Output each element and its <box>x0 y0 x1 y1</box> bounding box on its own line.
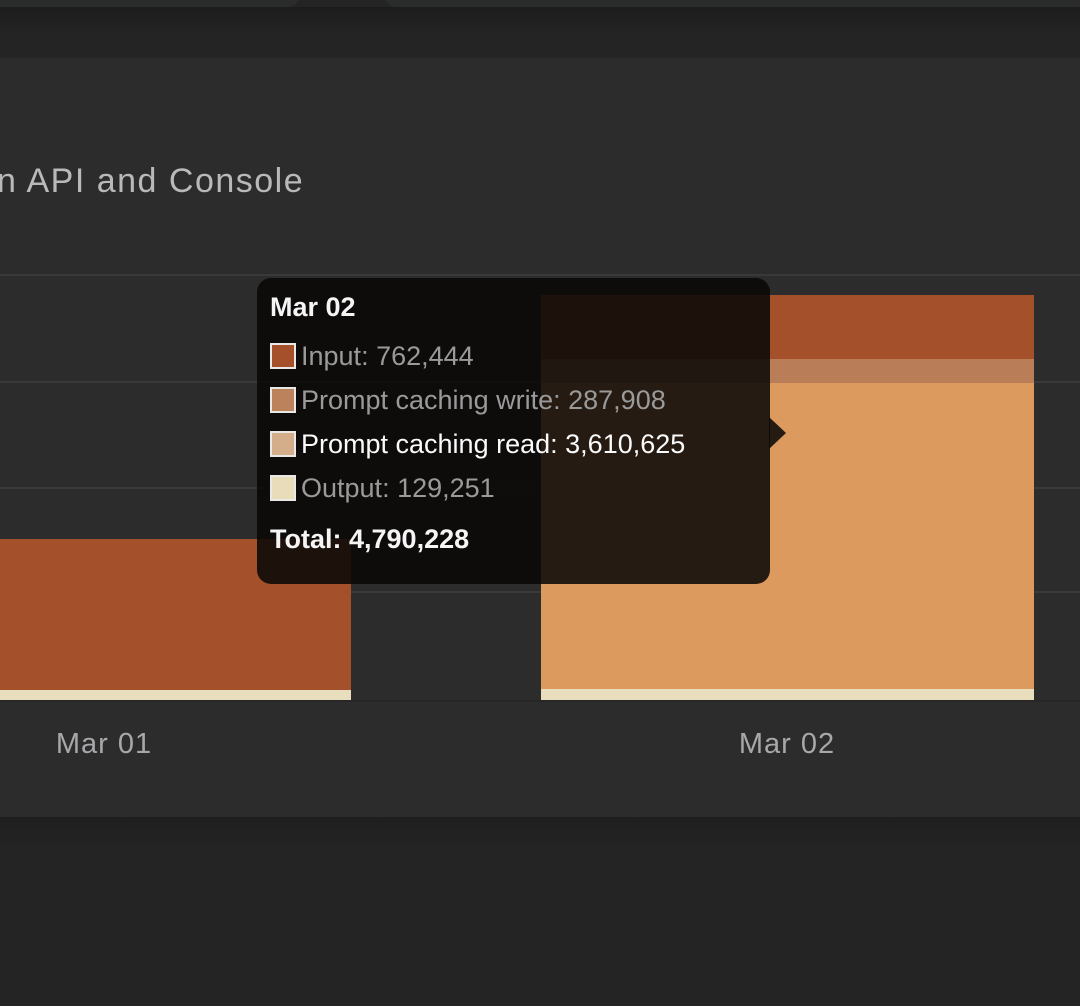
tooltip-row-output: Output 129,251 <box>270 466 754 510</box>
tooltip-total-label: Total <box>270 524 349 554</box>
tooltip-row-value: 129,251 <box>397 472 495 503</box>
top-card-shadow <box>0 7 1080 33</box>
prompt-caching-write-swatch-icon <box>270 387 296 413</box>
tooltip-row-label: Output <box>301 473 397 504</box>
tooltip-row-prompt-caching-write: Prompt caching write 287,908 <box>270 378 754 422</box>
gridline <box>0 591 1080 593</box>
card-bottom-shadow <box>0 817 1080 847</box>
chart-title: n API and Console <box>0 162 305 200</box>
tooltip-row-label: Prompt caching read <box>301 429 565 460</box>
tooltip-row-label: Input <box>301 341 376 372</box>
tooltip-row-prompt-caching-read: Prompt caching read 3,610,625 <box>270 422 754 466</box>
gridline <box>0 274 1080 276</box>
input-swatch-icon <box>270 343 296 369</box>
tooltip-row-value: 3,610,625 <box>565 428 686 459</box>
tooltip-arrow-icon <box>769 417 786 449</box>
top-card-left <box>0 0 300 7</box>
chart-tooltip: Mar 02 Input 762,444 Prompt caching writ… <box>257 278 786 584</box>
tooltip-row-value: 762,444 <box>376 340 474 371</box>
output-swatch-icon <box>270 475 296 501</box>
tooltip-row-input: Input 762,444 <box>270 334 754 378</box>
tooltip-title: Mar 02 <box>270 292 356 322</box>
top-card-right <box>384 0 1080 7</box>
tooltip-total-value: 4,790,228 <box>349 524 470 554</box>
tooltip-row-value: 287,908 <box>568 384 666 415</box>
tooltip-rows: Input 762,444 Prompt caching write 287,9… <box>270 334 754 510</box>
x-axis-label-mar-01: Mar 01 <box>55 728 153 760</box>
tooltip-total: Total4,790,228 <box>270 524 754 554</box>
prompt-caching-read-swatch-icon <box>270 431 296 457</box>
x-axis-line <box>0 700 1080 702</box>
tooltip-row-label: Prompt caching write <box>301 385 568 416</box>
bar-segment-output[interactable] <box>0 689 351 700</box>
bar-segment-output[interactable] <box>541 689 1034 700</box>
x-axis-label-mar-02: Mar 02 <box>738 728 836 760</box>
